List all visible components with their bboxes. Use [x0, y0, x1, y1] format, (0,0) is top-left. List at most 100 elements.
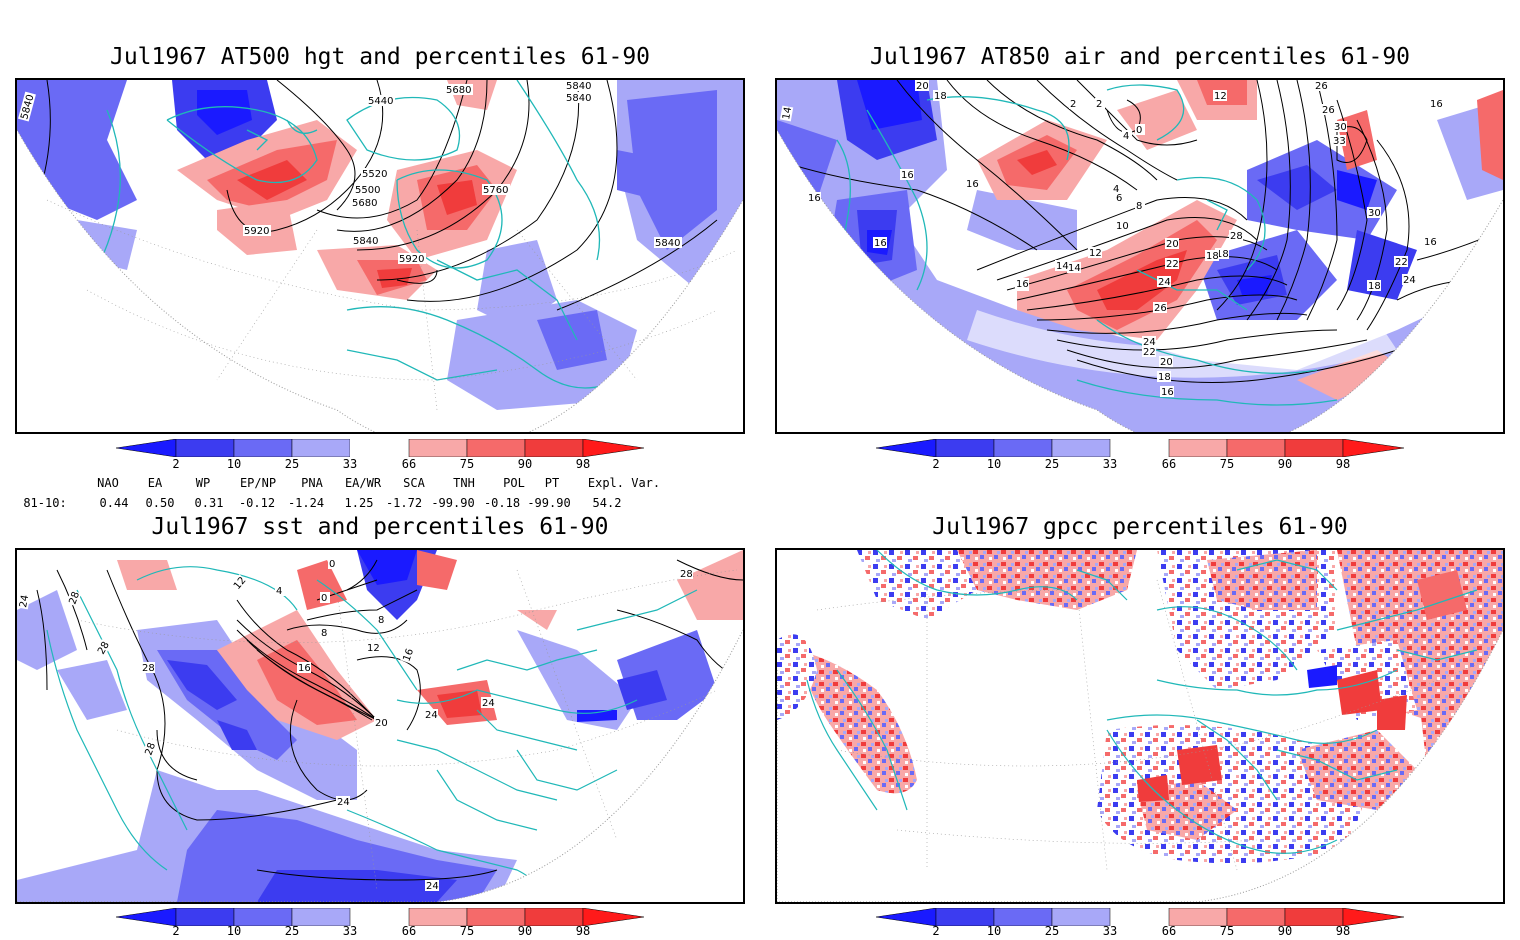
- colorbar-label: 98: [1335, 924, 1351, 938]
- colorbar-label: 75: [459, 457, 475, 471]
- contour-label: 5920: [399, 254, 424, 265]
- panel4-title: Jul1967 gpcc percentiles 61-90: [932, 514, 1348, 540]
- contour-label: 18: [1158, 372, 1171, 383]
- index-header: EA: [147, 476, 163, 490]
- contour-label: 26: [1154, 303, 1167, 314]
- contour-label: 16: [298, 663, 311, 674]
- colorbar-label: 25: [284, 457, 300, 471]
- contour-label: 2: [1070, 99, 1076, 110]
- contour-label: 10: [1116, 221, 1129, 232]
- contour-label: 24: [425, 710, 438, 721]
- colorbar-top-right: 2 10 25 33 66 75 90 98: [875, 438, 1405, 471]
- colorbar-label: 10: [226, 924, 242, 938]
- colorbar-label: 98: [575, 457, 591, 471]
- index-value: -0.18: [483, 496, 521, 510]
- contour-label: 5920: [244, 226, 269, 237]
- colorbar-label: 33: [1102, 924, 1118, 938]
- panel2-map[interactable]: 20 18 14 2 4 12 26 16 26 30 33 16 16 16 …: [775, 78, 1505, 434]
- contour-label: 12: [367, 643, 380, 654]
- contour-label: 5840: [353, 236, 378, 247]
- contour-label: 16: [401, 647, 416, 663]
- contour-label: 5680: [446, 85, 471, 96]
- contour-label: 18: [1368, 281, 1381, 292]
- colorbar-label: 90: [1277, 457, 1293, 471]
- contour-label: 0: [321, 593, 327, 604]
- contour-label: 12: [1089, 248, 1102, 259]
- contour-label: 26: [1322, 105, 1335, 116]
- panel4-map[interactable]: [775, 548, 1505, 904]
- contour-label: 30: [1334, 122, 1347, 133]
- contour-label: 18: [1206, 251, 1219, 262]
- contour-label: 28: [143, 741, 158, 757]
- index-header: Expl. Var.: [587, 476, 661, 490]
- contour-label: 28: [680, 569, 693, 580]
- contour-label: 20: [375, 718, 388, 729]
- contour-label: 5520: [362, 169, 387, 180]
- contour-label: 22: [1143, 347, 1156, 358]
- contour-label: 16: [808, 193, 821, 204]
- colorbar-label: 25: [1044, 924, 1060, 938]
- contour-label: 24: [1143, 337, 1156, 348]
- colorbar-label: 75: [459, 924, 475, 938]
- index-header: POL: [503, 476, 525, 490]
- colorbar-label: 10: [986, 457, 1002, 471]
- index-header: PNA: [301, 476, 323, 490]
- colorbar-label: 10: [986, 924, 1002, 938]
- contour-label: 8: [378, 615, 384, 626]
- index-value: -1.24: [287, 496, 325, 510]
- index-value: 0.31: [194, 496, 224, 510]
- index-header: EP/NP: [239, 476, 277, 490]
- index-value: -99.90: [431, 496, 475, 510]
- contour-label: 28: [67, 590, 82, 606]
- contour-label: 5840: [566, 93, 591, 104]
- index-value: -99.90: [527, 496, 571, 510]
- colorbar-label: 33: [342, 457, 358, 471]
- contour-label: 30: [1368, 208, 1381, 219]
- panel3-title: Jul1967 sst and percentiles 61-90: [151, 514, 609, 540]
- colorbar-label: 10: [226, 457, 242, 471]
- contour-label: 16: [1430, 99, 1443, 110]
- contour-label: 20: [1160, 357, 1173, 368]
- contour-label: 4: [1113, 184, 1119, 195]
- colorbar-label: 2: [172, 457, 180, 471]
- contour-label: 33: [1333, 136, 1346, 147]
- panel3-map[interactable]: 24 28 28 28 12 4 0 0 8 8 12 16 16 20 24 …: [15, 548, 745, 904]
- colorbar-label: 75: [1219, 457, 1235, 471]
- contour-label: 5440: [368, 96, 393, 107]
- index-value: -1.72: [385, 496, 423, 510]
- contour-label: 4: [1123, 131, 1129, 142]
- colorbar-top-left: 2 10 25 33 66 75 90 98: [115, 438, 645, 471]
- colorbar-label: 90: [1277, 924, 1293, 938]
- contour-label: 12: [232, 575, 249, 592]
- panel2-title: Jul1967 AT850 air and percentiles 61-90: [869, 44, 1411, 70]
- contour-label: 8: [1136, 201, 1142, 212]
- colorbar-label: 2: [932, 457, 940, 471]
- panel1-map[interactable]: 5840 5440 5680 5840 5840 5520 5500 5680 …: [15, 78, 745, 434]
- panel1-title: Jul1967 AT500 hgt and percentiles 61-90: [109, 44, 651, 70]
- contour-label: 16: [1161, 387, 1174, 398]
- contour-label: 22: [1395, 257, 1408, 268]
- contour-label: 8: [321, 628, 327, 639]
- colorbar-label: 66: [1161, 457, 1177, 471]
- index-value: 1.25: [344, 496, 374, 510]
- contour-label: 6: [1116, 193, 1122, 204]
- contour-label: 0: [329, 559, 335, 570]
- contour-label: 4: [276, 586, 282, 597]
- colorbar-label: 75: [1219, 924, 1235, 938]
- index-header: EA/WR: [344, 476, 382, 490]
- index-header: NAO: [97, 476, 119, 490]
- contour-label: 24: [482, 698, 495, 709]
- index-value: 0.50: [145, 496, 175, 510]
- colorbar-label: 33: [342, 924, 358, 938]
- contour-label: 26: [1315, 81, 1328, 92]
- contour-label: 5760: [483, 185, 508, 196]
- colorbar-label: 33: [1102, 457, 1118, 471]
- colorbar-label: 98: [1335, 457, 1351, 471]
- contour-label: 20: [1166, 239, 1179, 250]
- contour-label: 14: [1056, 261, 1069, 272]
- contour-label: 16: [1016, 279, 1029, 290]
- contour-label: 24: [337, 797, 350, 808]
- contour-label: 5500: [355, 185, 380, 196]
- contour-label: 16: [966, 179, 979, 190]
- colorbar-label: 90: [517, 924, 533, 938]
